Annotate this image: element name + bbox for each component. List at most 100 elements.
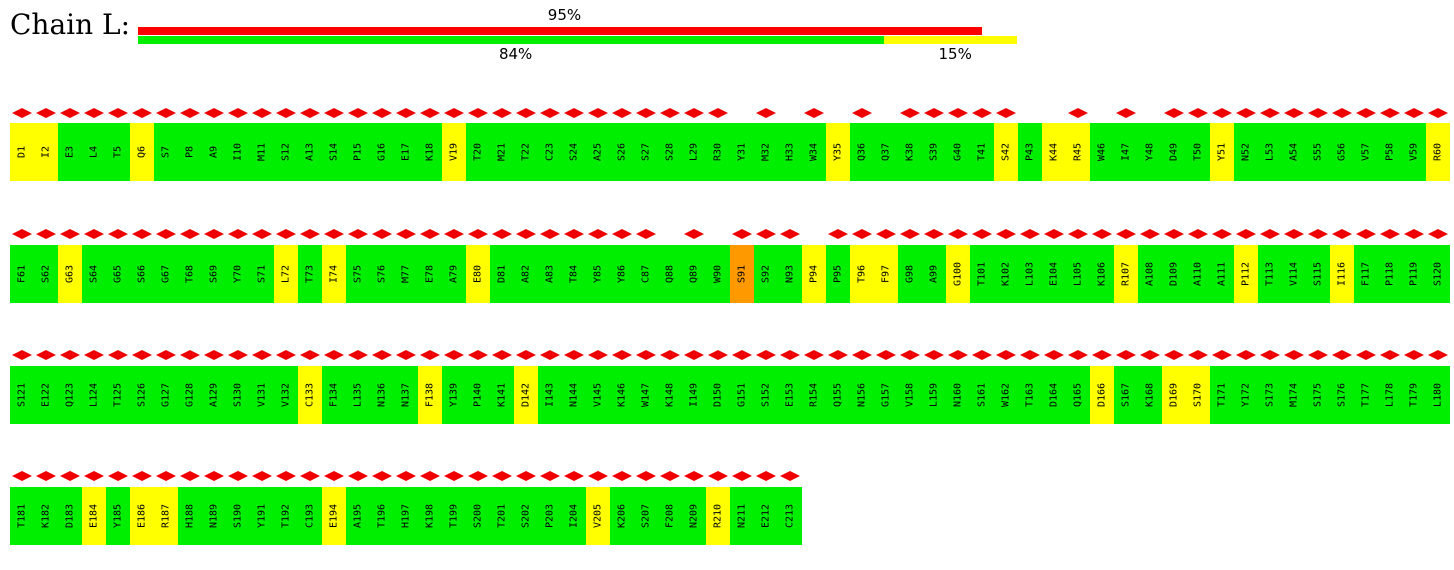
residue-D164: D164 xyxy=(1042,366,1066,424)
residue-label: L103 xyxy=(1024,261,1036,287)
residue-T20: T20 xyxy=(466,123,490,181)
residue-A54: A54 xyxy=(1282,123,1306,181)
residue-T177: T177 xyxy=(1354,366,1378,424)
residue-label: V145 xyxy=(592,382,604,408)
residue-label: P15 xyxy=(352,142,364,162)
residue-label: S130 xyxy=(232,382,244,408)
residue-S170: S170 xyxy=(1186,366,1210,424)
residue-S92: S92 xyxy=(754,245,778,303)
diamond-marker-H188 xyxy=(180,471,200,481)
diamond-marker-G56 xyxy=(1332,108,1352,118)
residue-Y31: Y31 xyxy=(730,123,754,181)
diamond-marker-N93 xyxy=(780,229,800,239)
residue-label: S27 xyxy=(640,142,652,162)
residue-Q165: Q165 xyxy=(1066,366,1090,424)
residue-label: E186 xyxy=(136,503,148,529)
residue-label: T125 xyxy=(112,382,124,408)
residue-N52: N52 xyxy=(1234,123,1258,181)
residue-Y172: Y172 xyxy=(1234,366,1258,424)
residue-C193: C193 xyxy=(298,487,322,545)
diamond-marker-S39 xyxy=(924,108,944,118)
residue-label: Y139 xyxy=(448,382,460,408)
residue-label: E104 xyxy=(1048,261,1060,287)
diamond-marker-K206 xyxy=(612,471,632,481)
residue-V205: V205 xyxy=(586,487,610,545)
residue-label: S24 xyxy=(568,142,580,162)
diamond-marker-A54 xyxy=(1284,108,1304,118)
residue-label: S207 xyxy=(640,503,652,529)
residue-label: S121 xyxy=(16,382,28,408)
residue-I2: I2 xyxy=(34,123,58,181)
residue-L180: L180 xyxy=(1426,366,1450,424)
diamond-marker-V57 xyxy=(1356,108,1376,118)
diamond-marker-V205 xyxy=(588,471,608,481)
residue-C87: C87 xyxy=(634,245,658,303)
residue-label: Y51 xyxy=(1216,142,1228,162)
residue-label: Y86 xyxy=(616,264,628,284)
residue-S39: S39 xyxy=(922,123,946,181)
residue-S14: S14 xyxy=(322,123,346,181)
residue-S207: S207 xyxy=(634,487,658,545)
residue-label: S175 xyxy=(1312,382,1324,408)
diamond-marker-G16 xyxy=(372,108,392,118)
diamond-marker-Q36 xyxy=(852,108,872,118)
residue-L124: L124 xyxy=(82,366,106,424)
residue-label: Q89 xyxy=(688,264,700,284)
bottom-bar-yellow-segment xyxy=(884,36,1017,44)
diamond-marker-N144 xyxy=(564,350,584,360)
diamond-marker-T192 xyxy=(276,471,296,481)
residue-F134: F134 xyxy=(322,366,346,424)
residue-label: T5 xyxy=(112,145,124,159)
diamond-marker-T113 xyxy=(1260,229,1280,239)
residue-R210: R210 xyxy=(706,487,730,545)
residue-W34: W34 xyxy=(802,123,826,181)
diamond-marker-S120 xyxy=(1428,229,1448,239)
residue-S64: S64 xyxy=(82,245,106,303)
diamond-marker-E3 xyxy=(60,108,80,118)
diamond-marker-L29 xyxy=(684,108,704,118)
residue-label: V158 xyxy=(904,382,916,408)
residue-T181: T181 xyxy=(10,487,34,545)
diamond-marker-R107 xyxy=(1116,229,1136,239)
residue-label: Q37 xyxy=(880,142,892,162)
residue-label: K146 xyxy=(616,382,628,408)
residue-Y85: Y85 xyxy=(586,245,610,303)
diamond-marker-S12 xyxy=(276,108,296,118)
diamond-marker-Y86 xyxy=(612,229,632,239)
residue-E194: E194 xyxy=(322,487,346,545)
residue-L103: L103 xyxy=(1018,245,1042,303)
diamond-marker-C193 xyxy=(300,471,320,481)
residue-G128: G128 xyxy=(178,366,202,424)
residue-label: S170 xyxy=(1192,382,1204,408)
residue-S55: S55 xyxy=(1306,123,1330,181)
residue-label: S92 xyxy=(760,264,772,284)
diamond-marker-A79 xyxy=(444,229,464,239)
residue-label: W147 xyxy=(640,382,652,408)
residue-label: S176 xyxy=(1336,382,1348,408)
residue-V114: V114 xyxy=(1282,245,1306,303)
residue-label: S202 xyxy=(520,503,532,529)
residue-Q123: Q123 xyxy=(58,366,82,424)
residue-H33: H33 xyxy=(778,123,802,181)
diamond-marker-E194 xyxy=(324,471,344,481)
residue-T196: T196 xyxy=(370,487,394,545)
diamond-marker-F208 xyxy=(660,471,680,481)
diamond-marker-S27 xyxy=(636,108,656,118)
residue-E104: E104 xyxy=(1042,245,1066,303)
residue-label: G100 xyxy=(952,261,964,287)
diamond-marker-K182 xyxy=(36,471,56,481)
diamond-marker-S173 xyxy=(1260,350,1280,360)
residue-T68: T68 xyxy=(178,245,202,303)
residue-T96: T96 xyxy=(850,245,874,303)
diamond-marker-T199 xyxy=(444,471,464,481)
residue-label: E122 xyxy=(40,382,52,408)
residue-label: A82 xyxy=(520,264,532,284)
residue-I149: I149 xyxy=(682,366,706,424)
residue-label: V132 xyxy=(280,382,292,408)
diamond-marker-K18 xyxy=(420,108,440,118)
diamond-marker-P203 xyxy=(540,471,560,481)
residue-D166: D166 xyxy=(1090,366,1114,424)
residue-label: F117 xyxy=(1360,261,1372,287)
residue-label: G151 xyxy=(736,382,748,408)
